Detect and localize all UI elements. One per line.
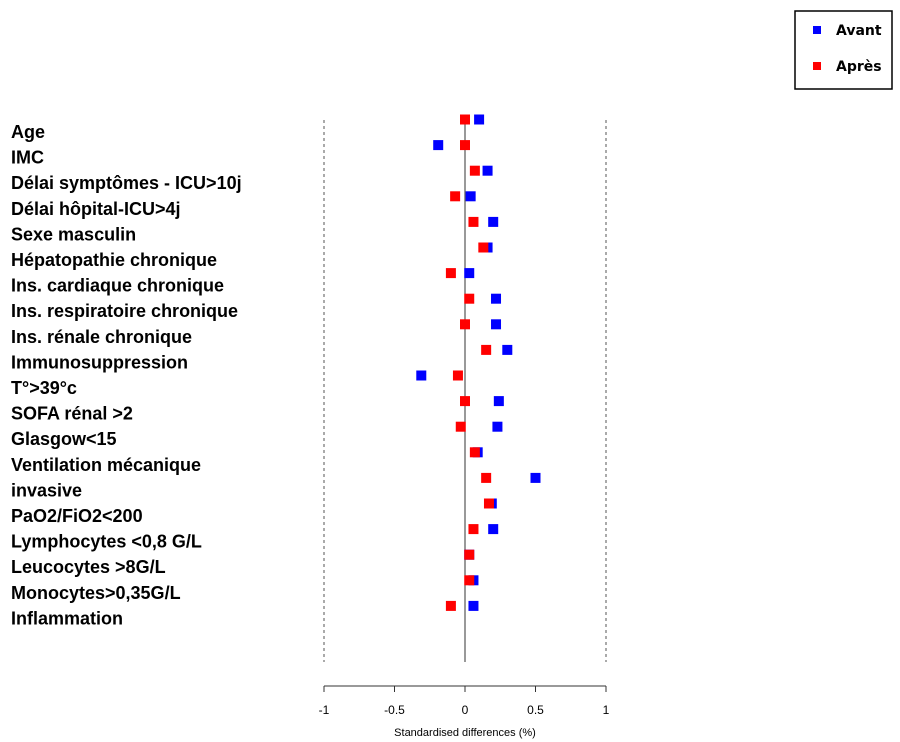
point-avant-imc [433,140,444,151]
legend-box [794,10,893,90]
point-apres-delai-hopital-icu-4j [450,191,461,202]
point-avant-t-39-c [416,370,427,381]
legend-label-avant: Avant [836,23,882,39]
x-tick-label: -1 [319,703,330,717]
x-tick-label: 0 [462,703,469,717]
category-label-sofa-renal-2: SOFA rénal >2 [11,404,133,424]
point-avant-sofa-renal-2 [493,396,504,407]
legend-swatch-apres [813,62,821,70]
category-label-ins-respiratoire-chronique: Ins. respiratoire chronique [11,301,238,321]
point-avant-ins-cardiaque-chronique [464,268,475,279]
legend-swatch-avant [813,26,821,34]
point-avant-inflammation [468,600,479,611]
category-label-inflammation: Inflammation [11,608,123,628]
point-apres-hepatopathie-chronique [478,242,489,253]
point-apres-lymphocytes-0-8-g-l [468,524,479,535]
point-avant-ins-renale-chronique [491,319,502,330]
category-label-hepatopathie-chronique: Hépatopathie chronique [11,250,217,270]
point-avant-glasgow-15 [492,421,503,432]
point-avant-age [474,114,485,125]
category-label-lymphocytes-0-8-g-l: Lymphocytes <0,8 G/L [11,532,202,552]
point-apres-glasgow-15 [455,421,466,432]
category-label-monocytes-0-35g-l: Monocytes>0,35G/L [11,583,181,603]
point-avant-lymphocytes-0-8-g-l [488,524,499,535]
point-apres-inflammation [445,600,456,611]
x-axis: -1 -0.5 0 0.5 1 [319,685,610,717]
point-apres-sofa-renal-2 [460,396,470,407]
point-avant-invasive [530,472,541,483]
point-avant-delai-hopital-icu-4j [465,191,476,202]
category-label-age: Age [11,122,45,142]
point-apres-delai-symptomes-icu-10j [469,165,480,176]
category-label-ins-renale-chronique: Ins. rénale chronique [11,327,192,347]
category-label-immunosuppression: Immunosuppression [11,352,188,372]
point-apres-ins-respiratoire-chronique [464,293,475,304]
category-label-ventilation-mecanique: Ventilation mécanique [11,455,201,475]
point-apres-ins-cardiaque-chronique [445,268,456,279]
point-apres-sexe-masculin [468,216,479,227]
category-label-imc: IMC [11,148,44,168]
x-tick-label: 1 [603,703,610,717]
category-label-delai-symptomes-icu-10j: Délai symptômes - ICU>10j [11,173,242,193]
category-label-pao2-fio2-200: PaO2/FiO2<200 [11,506,143,526]
x-tick-label: -0.5 [384,703,405,717]
point-apres-leucocytes-8g-l [464,549,475,560]
category-label-delai-hopital-icu-4j: Délai hôpital-ICU>4j [11,199,181,219]
category-label-t-39-c: T°>39°c [11,378,77,398]
point-apres-ins-renale-chronique [460,319,470,330]
category-label-sexe-masculin: Sexe masculin [11,224,136,244]
category-label-glasgow-15: Glasgow<15 [11,429,117,449]
category-label-ins-cardiaque-chronique: Ins. cardiaque chronique [11,276,224,296]
category-label-leucocytes-8g-l: Leucocytes >8G/L [11,557,166,577]
point-avant-ins-respiratoire-chronique [491,293,502,304]
point-apres-pao2-fio2-200 [483,498,494,509]
category-labels: Age IMC Délai symptômes - ICU>10j Délai hôp… [11,122,242,628]
point-apres-imc [460,140,470,151]
reference-lines [323,120,607,662]
point-avant-sexe-masculin [488,216,499,227]
point-apres-age [460,114,470,125]
point-apres-t-39-c [452,370,463,381]
point-apres-ventilation-mecanique [469,447,480,458]
point-avant-immunosuppression [502,344,513,355]
x-tick-label: 0.5 [527,703,544,717]
point-apres-invasive [481,472,492,483]
point-avant-delai-symptomes-icu-10j [482,165,493,176]
data-points [416,114,541,611]
x-axis-title: Standardised differences (%) [394,727,536,739]
point-apres-immunosuppression [481,344,492,355]
point-apres-monocytes-0-35g-l [464,575,475,586]
legend-label-apres: Après [836,59,882,75]
legend: Avant Après [794,10,893,90]
category-label-invasive: invasive [11,480,82,500]
